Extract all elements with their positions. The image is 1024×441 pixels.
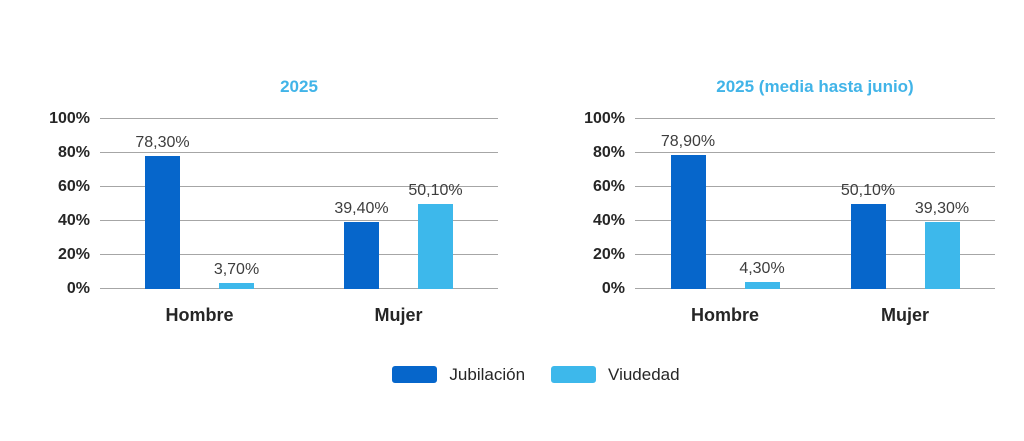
y-tick-label: 40% <box>57 212 90 229</box>
bar-jubilacion-hombre: 78,30% <box>135 134 190 289</box>
chart-2025-media-hasta-junio: 2025 (media hasta junio) 0% 20% 40% 60% 80% 1… <box>583 76 995 326</box>
legend-swatch-icon <box>392 366 438 383</box>
legend-label: Jubilación <box>449 365 526 384</box>
y-tick-label: 100% <box>584 110 625 127</box>
y-tick-label: 80% <box>57 144 90 161</box>
bar-jubilacion-mujer: 39,40% <box>334 201 389 289</box>
gridline <box>635 186 995 187</box>
y-axis: 0% 20% 40% 60% 80% 100% <box>48 111 100 297</box>
bar-value-label: 4,30% <box>739 259 785 277</box>
gridline <box>635 254 995 255</box>
chart-2025: 2025 0% 20% 40% 60% 80% 100% 78,30% 3,70% 39,40… <box>48 76 498 326</box>
charts-row: 2025 0% 20% 40% 60% 80% 100% 78,30% 3,70% 39,40… <box>48 76 1024 326</box>
plot-area: 78,90% 4,30% 50,10% 39,30% <box>635 118 995 289</box>
bar-value-label: 78,90% <box>660 132 716 150</box>
y-axis: 0% 20% 40% 60% 80% 100% <box>583 111 635 297</box>
legend: Jubilación Viudedad <box>48 366 1024 383</box>
x-category-label-mujer: Mujer <box>374 305 423 325</box>
gridline <box>100 254 498 255</box>
y-tick-label: 0% <box>66 280 90 297</box>
x-category-label-mujer: Mujer <box>880 305 929 325</box>
gridline <box>635 288 995 289</box>
bar-value-label: 50,10% <box>408 181 463 199</box>
gridlines <box>100 118 498 289</box>
plot-area: 78,30% 3,70% 39,40% 50,10% <box>100 118 498 289</box>
bar-groups: 78,90% 4,30% 50,10% 39,30% <box>635 119 995 289</box>
bar-group-hombre: 78,90% 4,30% <box>635 119 815 289</box>
y-tick-label: 100% <box>49 110 90 127</box>
gridline <box>100 152 498 153</box>
legend-item-viudedad: Viudedad <box>551 366 680 383</box>
y-tick-label: 0% <box>601 280 625 297</box>
bar-groups: 78,30% 3,70% 39,40% 50,10% <box>100 119 498 289</box>
legend-swatch-icon <box>551 366 597 383</box>
chart-body: 0% 20% 40% 60% 80% 100% 78,90% 4,30% 50,10% 39,3… <box>583 111 995 297</box>
y-tick-label: 60% <box>592 178 625 195</box>
bar-viudedad-hombre: 3,70% <box>214 261 259 289</box>
bar-group-hombre: 78,30% 3,70% <box>100 119 299 289</box>
gridline <box>635 118 995 119</box>
chart-body: 0% 20% 40% 60% 80% 100% 78,30% 3,70% 39,40% 50,1… <box>48 111 498 297</box>
x-category-label-hombre: Hombre <box>690 305 759 325</box>
gridline <box>635 220 995 221</box>
bar-viudedad-mujer: 39,30% <box>915 201 969 289</box>
bar-viudedad-hombre: 4,30% <box>739 260 785 289</box>
gridline <box>100 118 498 119</box>
bar-value-label: 3,70% <box>213 260 260 278</box>
y-tick-label: 60% <box>57 178 90 195</box>
bar-group-mujer: 39,40% 50,10% <box>299 119 498 289</box>
y-tick-label: 20% <box>57 246 90 263</box>
gridline <box>635 152 995 153</box>
gridlines <box>635 118 995 289</box>
y-tick-label: 20% <box>592 246 625 263</box>
bar-value-label: 78,30% <box>135 133 190 151</box>
bar-group-mujer: 50,10% 39,30% <box>815 119 995 289</box>
gridline <box>100 220 498 221</box>
x-axis: Hombre Mujer <box>100 305 498 326</box>
bar-value-label: 39,30% <box>914 200 970 218</box>
legend-item-jubilacion: Jubilación <box>392 366 525 383</box>
x-axis: Hombre Mujer <box>635 305 995 326</box>
bar-value-label: 39,40% <box>334 200 389 218</box>
gridline <box>100 288 498 289</box>
chart-title: 2025 (media hasta junio) <box>716 77 914 96</box>
x-category-label-hombre: Hombre <box>165 305 234 325</box>
bar-jubilacion-hombre: 78,90% <box>661 133 715 289</box>
chart-title: 2025 <box>280 77 318 96</box>
bar-value-label: 50,10% <box>840 181 896 199</box>
y-tick-label: 40% <box>592 212 625 229</box>
y-tick-label: 80% <box>592 144 625 161</box>
bar-viudedad-mujer: 50,10% <box>408 182 463 289</box>
legend-label: Viudedad <box>608 365 680 384</box>
gridline <box>100 186 498 187</box>
bar-jubilacion-mujer: 50,10% <box>841 182 895 289</box>
